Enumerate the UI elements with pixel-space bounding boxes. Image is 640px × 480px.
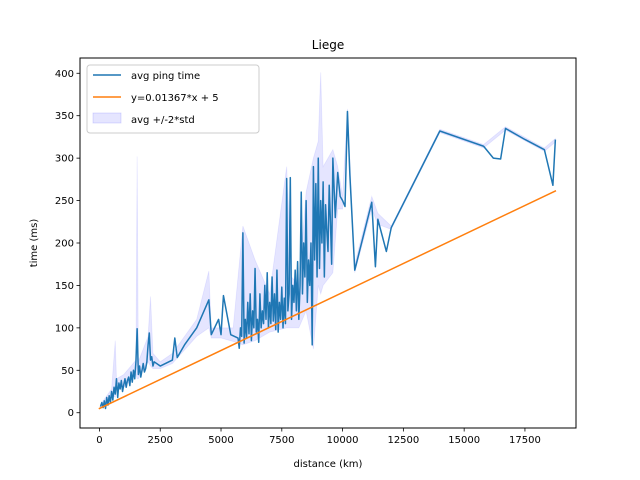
y-tick-label: 300 [55,154,74,165]
x-tick-label: 7500 [269,435,294,446]
legend-swatch-std-band [92,112,122,124]
y-tick-label: 400 [55,69,74,80]
x-tick-label: 15000 [448,435,480,446]
y-tick-label: 200 [55,239,74,250]
x-tick-label: 10000 [327,435,359,446]
avg-ping-time-line [99,110,557,410]
legend-frame [86,64,260,134]
y-tick-label: 100 [55,323,74,334]
y-tick-label: 50 [61,366,74,377]
y-tick-label: 0 [68,408,74,419]
chart-title: Liege [312,38,344,52]
x-tick-label: 17500 [509,435,541,446]
x-tick-label: 5000 [208,435,233,446]
legend-label-avg-ping-time: avg ping time [131,71,200,82]
x-tick-label: 2500 [148,435,173,446]
legend: avg ping time y=0.01367*x + 5 avg +/-2*s… [86,64,260,134]
y-tick-label: 250 [55,196,74,207]
y-axis-label: time (ms) [29,219,40,268]
y-axis: 0 50 100 150 200 250 300 350 400 [55,69,80,419]
legend-label-fit-line: y=0.01367*x + 5 [131,93,219,104]
y-tick-label: 350 [55,111,74,122]
fit-line [98,189,557,410]
x-tick-label: 0 [96,435,102,446]
legend-label-std-band: avg +/-2*std [131,115,195,126]
x-axis: 0 2500 5000 7500 10000 12500 15000 17500 [96,428,541,446]
x-tick-label: 12500 [387,435,419,446]
x-axis-label: distance (km) [294,459,363,470]
y-tick-label: 150 [55,281,74,292]
line-layer [98,110,557,410]
